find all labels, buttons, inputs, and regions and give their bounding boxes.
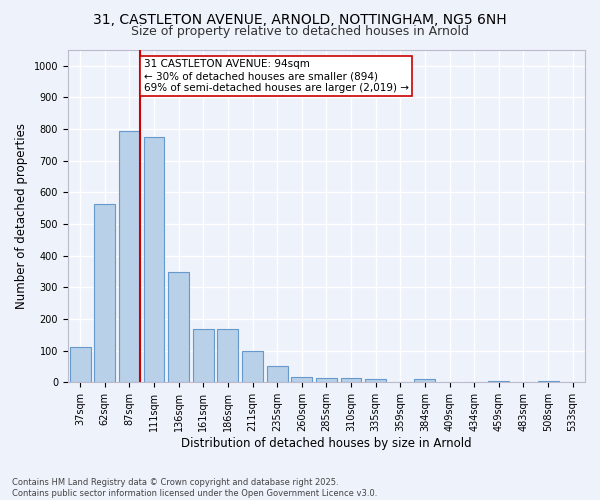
Bar: [94, 204, 115, 382]
Bar: [217, 329, 238, 382]
Bar: [415, 379, 436, 382]
Y-axis label: Number of detached properties: Number of detached properties: [15, 123, 28, 309]
Bar: [168, 272, 189, 382]
Bar: [70, 347, 91, 382]
Bar: [291, 376, 312, 382]
Text: 31, CASTLETON AVENUE, ARNOLD, NOTTINGHAM, NG5 6NH: 31, CASTLETON AVENUE, ARNOLD, NOTTINGHAM…: [93, 12, 507, 26]
Bar: [538, 381, 559, 382]
Bar: [242, 352, 263, 382]
Text: Contains HM Land Registry data © Crown copyright and database right 2025.
Contai: Contains HM Land Registry data © Crown c…: [12, 478, 377, 498]
Bar: [341, 378, 361, 382]
Bar: [266, 366, 287, 382]
Text: 31 CASTLETON AVENUE: 94sqm
← 30% of detached houses are smaller (894)
69% of sem: 31 CASTLETON AVENUE: 94sqm ← 30% of deta…: [143, 60, 409, 92]
X-axis label: Distribution of detached houses by size in Arnold: Distribution of detached houses by size …: [181, 437, 472, 450]
Bar: [119, 130, 140, 382]
Bar: [193, 329, 214, 382]
Text: Size of property relative to detached houses in Arnold: Size of property relative to detached ho…: [131, 25, 469, 38]
Bar: [365, 378, 386, 382]
Bar: [488, 381, 509, 382]
Bar: [316, 378, 337, 382]
Bar: [143, 137, 164, 382]
